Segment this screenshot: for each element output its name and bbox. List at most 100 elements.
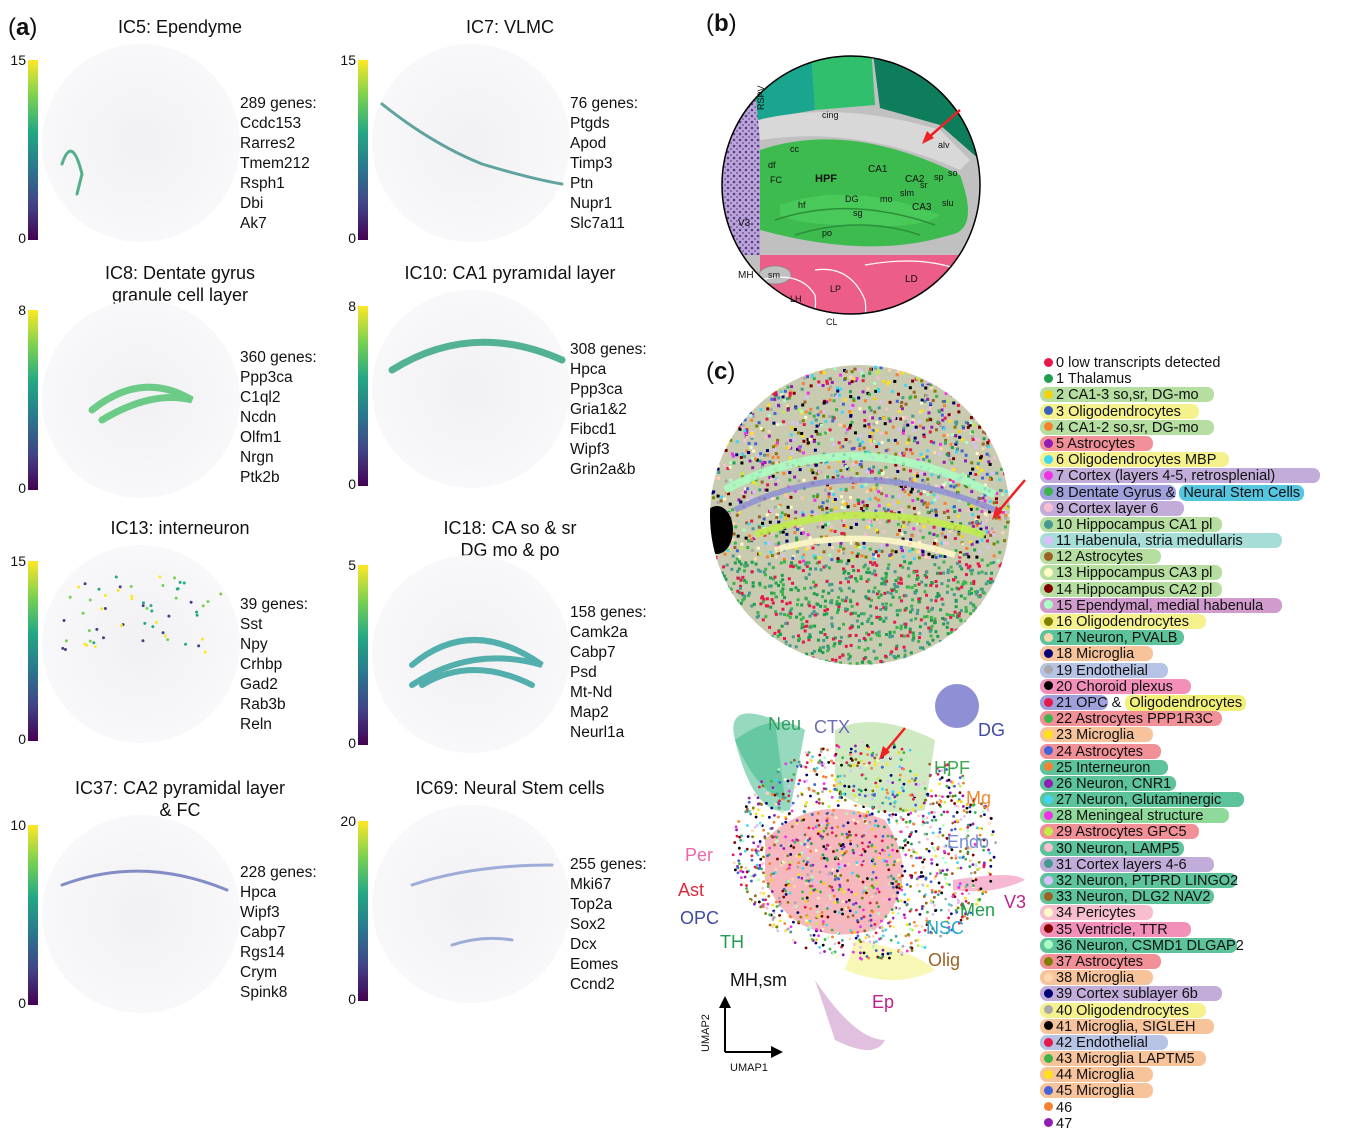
spatial-cell: [834, 530, 837, 533]
spatial-cell: [790, 506, 793, 509]
spatial-cell: [1004, 603, 1007, 606]
spatial-cell: [840, 560, 843, 563]
umap-point: [809, 864, 812, 867]
spatial-cell: [1008, 485, 1011, 488]
umap-point: [987, 809, 990, 812]
spatial-cell: [773, 393, 776, 396]
umap-point: [942, 857, 945, 860]
spatial-cell: [875, 616, 878, 619]
spatial-cell: [723, 464, 726, 467]
umap-point: [872, 871, 875, 874]
spatial-cell: [970, 490, 973, 493]
spatial-cell: [869, 489, 872, 492]
umap-point: [852, 819, 855, 822]
spatial-cell: [868, 468, 871, 471]
umap-point: [840, 837, 843, 840]
ic-expression-pattern: [382, 104, 562, 184]
gene-count: 360 genes:: [240, 348, 317, 368]
spatial-cell: [729, 373, 732, 376]
spatial-cell: [899, 417, 902, 420]
gene-name: Crym: [240, 963, 317, 983]
umap-point: [897, 900, 900, 903]
umap-point: [913, 823, 916, 826]
spatial-cell: [976, 452, 979, 455]
spatial-cell: [896, 400, 899, 403]
spatial-cell: [1008, 404, 1011, 407]
spatial-cell: [887, 563, 890, 566]
colorbar: [358, 565, 368, 745]
spatial-cell: [970, 582, 973, 585]
umap-point: [836, 901, 839, 904]
umap-point: [829, 897, 832, 900]
spatial-cell: [744, 565, 747, 568]
spatial-cell: [988, 610, 991, 613]
spatial-cell: [830, 438, 833, 441]
spatial-cell: [856, 619, 859, 622]
umap-point: [809, 885, 812, 888]
legend-label-extra: Oligodendrocytes: [1125, 695, 1246, 711]
umap-point: [982, 810, 985, 813]
spatial-cell: [936, 496, 939, 499]
spatial-cell: [712, 496, 715, 499]
spatial-cell: [717, 603, 720, 606]
spatial-cell: [807, 561, 810, 564]
umap-point: [829, 790, 832, 793]
spatial-cell: [916, 475, 919, 478]
spatial-cell: [797, 566, 800, 569]
umap-point: [972, 823, 975, 826]
umap-point: [740, 883, 743, 886]
spatial-cell: [778, 374, 781, 377]
umap-point: [865, 892, 868, 895]
spatial-cell: [836, 390, 839, 393]
umap-point: [912, 809, 915, 812]
umap-point: [854, 931, 857, 934]
atlas-label: LH: [790, 294, 802, 304]
spatial-cell: [976, 590, 979, 593]
umap-point: [873, 863, 876, 866]
ic-pattern: [42, 545, 240, 743]
spatial-cell: [859, 463, 862, 466]
spatial-cell: [713, 410, 716, 413]
spatial-cell: [836, 474, 839, 477]
spatial-cell: [740, 543, 743, 546]
spatial-cell: [942, 528, 945, 531]
umap-point: [909, 833, 912, 836]
legend-item: 45 Microglia: [1040, 1083, 1350, 1099]
legend-dot: [1044, 471, 1053, 480]
spatial-cell: [989, 500, 992, 503]
umap-point: [891, 793, 894, 796]
spatial-cell: [738, 661, 741, 664]
umap-point: [944, 877, 947, 880]
spatial-cell: [774, 368, 777, 371]
umap-point: [845, 850, 848, 853]
legend-item: 23 Microglia: [1040, 727, 1350, 743]
spatial-cell: [979, 651, 982, 654]
ic-pattern: [42, 300, 240, 498]
spatial-cell: [779, 372, 782, 375]
umap-point: [806, 761, 809, 764]
spatial-cell: [777, 386, 780, 389]
spatial-cell: [831, 546, 834, 549]
umap-point: [881, 929, 884, 932]
spatial-cell: [849, 390, 852, 393]
umap-point: [819, 951, 822, 954]
gene-name: Map2: [570, 703, 647, 723]
spatial-cell: [924, 574, 927, 577]
spatial-cell: [828, 554, 831, 557]
spatial-cell: [896, 609, 899, 612]
ic-expression-spot: [164, 635, 167, 638]
spatial-cell: [997, 381, 1000, 384]
umap-label-per: Per: [685, 845, 713, 866]
umap-point: [874, 798, 877, 801]
spatial-cell: [761, 369, 764, 372]
spatial-cell: [784, 513, 787, 516]
spatial-cell: [949, 659, 952, 662]
spatial-cell: [901, 566, 904, 569]
spatial-cell: [900, 582, 903, 585]
colorbar: [28, 60, 38, 240]
spatial-cell: [926, 381, 929, 384]
legend-label: 31 Cortex layers 4-6: [1056, 857, 1187, 873]
spatial-cell: [730, 588, 733, 591]
umap-point: [898, 779, 901, 782]
umap-point: [896, 822, 899, 825]
